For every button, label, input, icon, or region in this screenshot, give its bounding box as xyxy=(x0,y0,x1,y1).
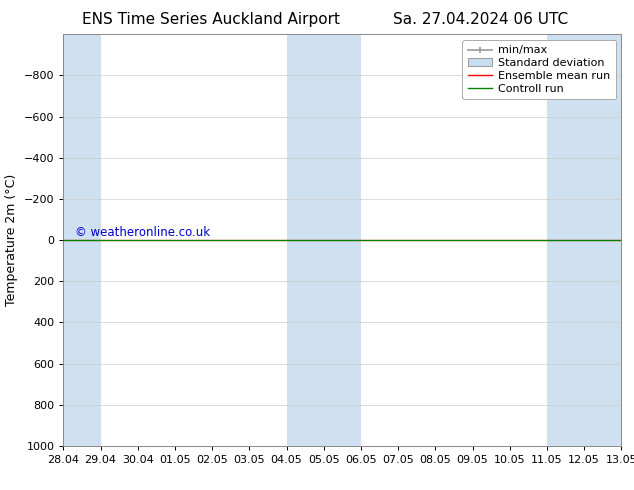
Bar xyxy=(63,34,101,446)
Y-axis label: Temperature 2m (°C): Temperature 2m (°C) xyxy=(5,174,18,306)
Legend: min/max, Standard deviation, Ensemble mean run, Controll run: min/max, Standard deviation, Ensemble me… xyxy=(462,40,616,99)
Text: Sa. 27.04.2024 06 UTC: Sa. 27.04.2024 06 UTC xyxy=(393,12,568,27)
Text: ENS Time Series Auckland Airport: ENS Time Series Auckland Airport xyxy=(82,12,340,27)
Bar xyxy=(287,34,361,446)
Text: © weatheronline.co.uk: © weatheronline.co.uk xyxy=(75,226,210,239)
Bar xyxy=(547,34,621,446)
